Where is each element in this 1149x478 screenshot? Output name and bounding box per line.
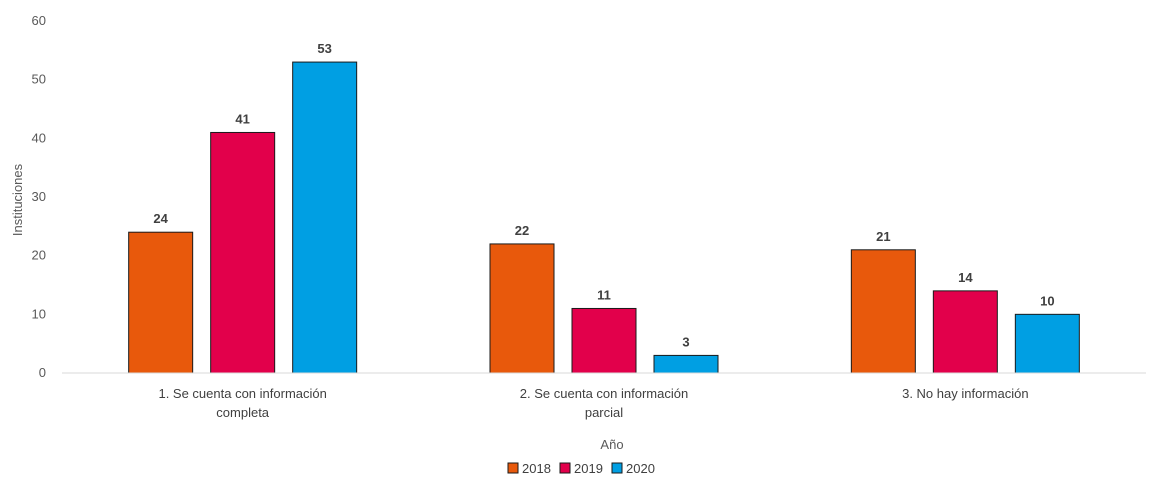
legend-swatch-2019 — [559, 462, 571, 474]
y-tick-label: 50 — [32, 72, 46, 87]
data-label: 24 — [153, 211, 168, 226]
category-label: 3. No hay información — [902, 386, 1028, 401]
category-label: 2. Se cuenta con información — [520, 386, 688, 401]
legend-label: 2018 — [522, 461, 551, 476]
legend-label: 2020 — [626, 461, 655, 476]
data-label: 22 — [515, 223, 529, 238]
legend-label: 2019 — [574, 461, 603, 476]
bar-2019 — [571, 307, 637, 374]
y-tick-label: 40 — [32, 130, 46, 145]
y-tick-label: 60 — [32, 13, 46, 28]
bar-2018 — [489, 243, 555, 374]
category-labels: 1. Se cuenta con información completa 2. S… — [158, 386, 1028, 420]
data-label: 41 — [235, 111, 249, 126]
category-label: parcial — [585, 405, 623, 420]
bar-2018 — [128, 231, 194, 374]
bar-2019 — [932, 290, 998, 374]
data-label: 53 — [317, 41, 331, 56]
data-label: 3 — [682, 334, 689, 349]
data-label: 10 — [1040, 293, 1054, 308]
bar-2018 — [850, 249, 916, 374]
data-label: 11 — [597, 287, 611, 302]
bar-2020 — [1014, 313, 1080, 374]
y-tick-label: 0 — [39, 365, 46, 380]
y-tick-label: 10 — [32, 306, 46, 321]
category-label: 1. Se cuenta con información — [158, 386, 326, 401]
data-labels: 24 41 53 22 11 3 21 14 10 — [153, 41, 1054, 349]
legend-swatch-2018 — [507, 462, 519, 474]
bar-2020 — [292, 61, 358, 374]
legend: 2018 2019 2020 — [507, 461, 655, 476]
legend-swatch-2020 — [611, 462, 623, 474]
y-axis-title: Instituciones — [10, 163, 25, 236]
y-axis-ticks: 0 10 20 30 40 50 60 — [32, 13, 46, 380]
category-label: completa — [216, 405, 270, 420]
bar-2019 — [210, 131, 276, 374]
data-label: 21 — [876, 229, 890, 244]
bar-2020 — [653, 354, 719, 374]
y-tick-label: 30 — [32, 189, 46, 204]
y-tick-label: 20 — [32, 248, 46, 263]
data-label: 14 — [958, 270, 973, 285]
x-axis-title: Año — [600, 437, 623, 452]
bars — [128, 61, 1080, 374]
